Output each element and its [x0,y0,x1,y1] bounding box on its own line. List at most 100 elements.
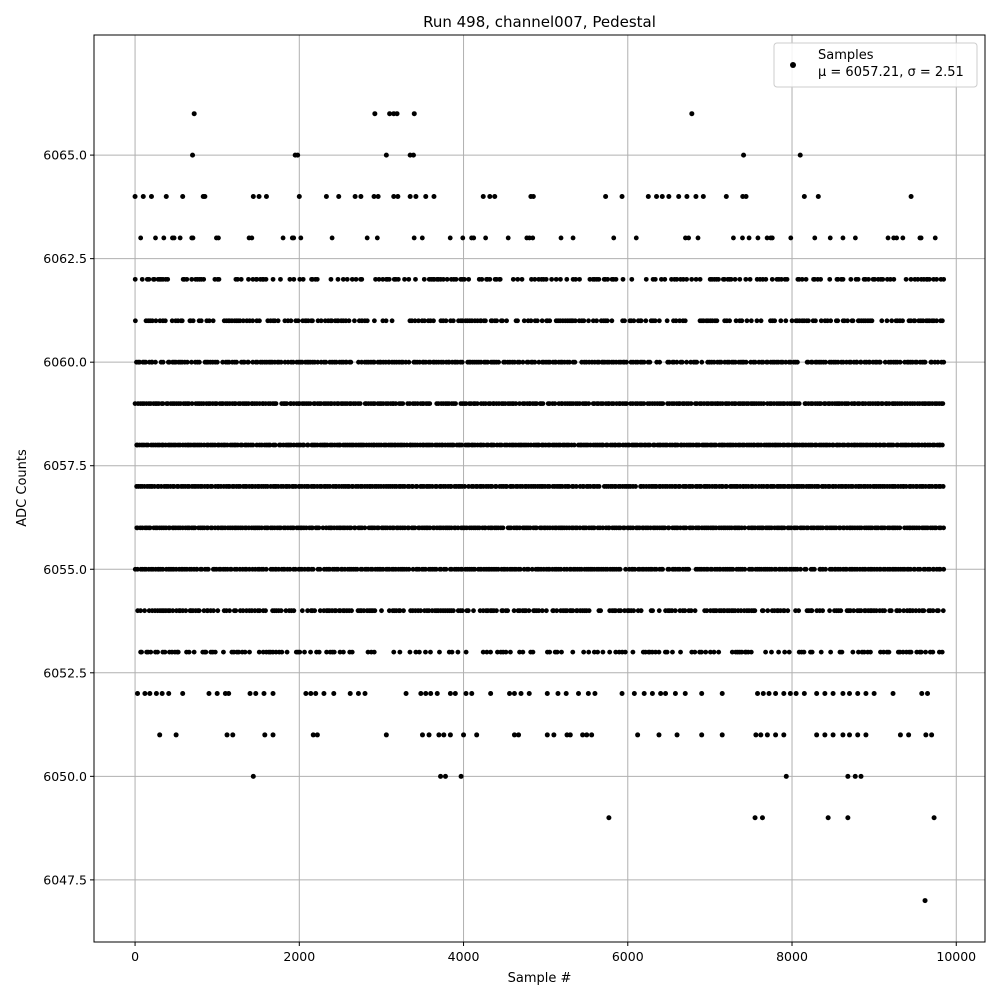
data-point [411,235,417,241]
data-point [840,276,846,282]
data-point [189,276,195,282]
data-point [830,442,836,448]
data-point [554,608,560,614]
data-point [934,276,939,282]
data-point [442,773,448,779]
data-point [428,691,434,697]
data-point [140,194,146,200]
data-point [180,691,186,697]
data-point [284,649,290,655]
data-point [412,525,418,531]
data-point [189,359,194,365]
data-point [838,608,844,614]
data-point [228,566,234,572]
data-point [769,649,774,655]
data-point [885,235,891,241]
data-point [406,359,412,365]
data-point [308,691,314,697]
data-point [570,608,576,614]
data-point [868,649,873,655]
data-point [371,318,377,324]
data-point [296,194,302,200]
data-point [879,318,885,324]
data-point [224,732,230,738]
data-point [914,359,920,365]
data-point [873,608,879,614]
data-point [530,649,536,655]
data-point [913,608,919,614]
data-point [387,111,393,117]
data-point [173,732,179,738]
data-point [586,608,592,614]
x-tick-label: 4000 [448,949,480,964]
data-point [278,276,283,282]
x-tick-label: 10000 [936,949,976,964]
data-point [652,318,658,324]
data-point [558,566,564,572]
data-point [897,359,903,365]
data-point [465,608,471,614]
data-point [336,194,342,200]
data-point [650,608,656,614]
data-point [818,318,824,324]
data-point [142,608,148,614]
data-point [299,608,305,614]
data-point [592,691,598,697]
data-point [604,318,610,324]
data-point [747,276,753,282]
data-point [436,732,442,738]
data-point [512,359,517,365]
data-point [724,484,729,489]
data-point [552,401,558,406]
data-point [233,608,239,614]
data-point [335,566,341,572]
data-point [882,442,888,448]
y-axis-ticks: 6047.5 6050.0 6052.5 6055.0 6057.5 6060.0 6062… [43,148,94,887]
data-point [840,732,846,738]
data-point [813,318,818,324]
legend-stats-separator: , [899,65,907,80]
data-point [511,608,517,614]
data-point [793,691,799,697]
data-point [153,318,159,324]
data-point [784,276,790,282]
data-point [730,566,736,572]
data-point [463,649,469,655]
data-point [137,359,143,365]
data-point [543,276,549,282]
data-point [940,401,946,406]
data-point [302,649,307,655]
data-point [427,525,433,531]
data-point [429,484,435,489]
data-point [641,401,647,406]
data-point [313,691,319,697]
data-point [653,566,659,572]
data-point [431,194,437,200]
data-point [240,608,246,614]
data-point [215,608,221,614]
data-point [771,484,777,489]
data-point [391,194,397,200]
data-point [814,691,820,697]
data-point [210,318,216,324]
data-point [619,691,625,697]
data-point [693,194,699,200]
data-point [799,276,805,282]
y-tick-label: 6047.5 [43,872,87,887]
data-point [303,691,309,697]
data-point [161,235,167,241]
data-point [801,691,807,697]
data-point [776,649,781,655]
data-point [809,608,815,614]
data-point [240,318,246,324]
data-point [660,401,666,406]
chart-title: Run 498, channel007, Pedestal [423,13,656,31]
data-point [743,359,749,365]
data-point [889,318,895,324]
data-point [344,276,350,282]
data-point [505,235,511,241]
data-point [403,691,409,697]
data-point [897,732,903,738]
data-point [395,276,401,282]
data-point [407,401,413,406]
